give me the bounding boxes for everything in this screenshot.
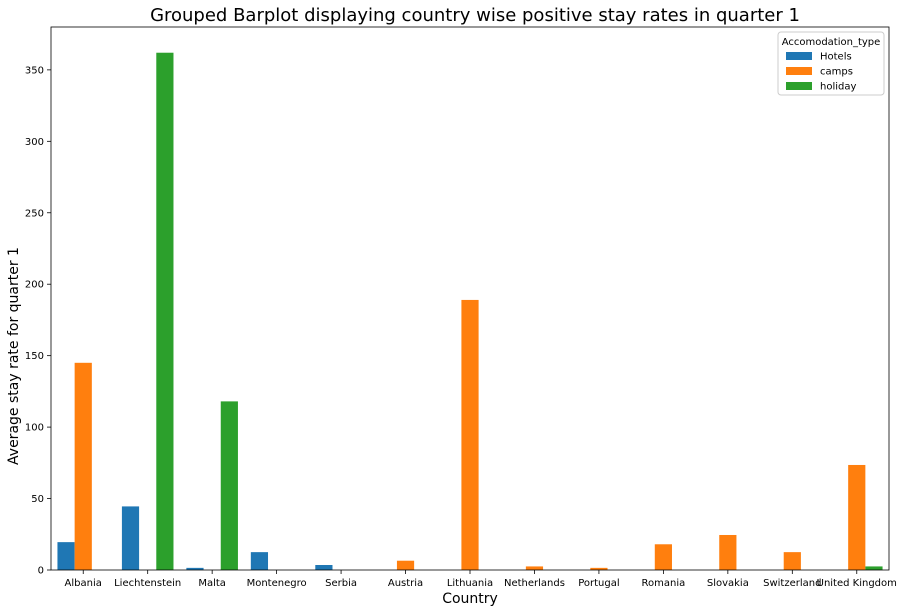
y-tick-label: 100 — [25, 423, 44, 434]
bar-camps-albania — [74, 362, 92, 570]
legend-box — [777, 31, 885, 96]
legend-label-camps: camps — [820, 67, 853, 78]
legend-label-holiday: holiday — [820, 82, 856, 93]
y-tick-label: 300 — [25, 137, 44, 148]
legend-swatch-holiday — [786, 82, 812, 90]
bar-hotels-montenegro — [250, 552, 269, 570]
x-axis-label: Country — [442, 591, 498, 607]
x-tick-label: Switzerland — [763, 578, 821, 589]
x-tick-label: Netherlands — [504, 578, 565, 589]
bar-holiday-united-kingdom — [865, 566, 883, 570]
bar-holiday-liechtenstein — [156, 52, 174, 571]
y-axis-label: Average stay rate for quarter 1 — [6, 247, 22, 465]
bar-camps-switzerland — [783, 552, 801, 570]
x-tick-label: Serbia — [325, 578, 357, 589]
bar-camps-lithuania — [461, 299, 479, 570]
plot-area: 0 50 100 150 200 250 300 350 Albania Liechtenstei… — [25, 26, 897, 589]
bar-camps-portugal — [590, 567, 608, 570]
x-tick-label: Lithuania — [447, 578, 493, 589]
legend-label-hotels: Hotels — [820, 52, 852, 63]
bar-camps-romania — [654, 544, 672, 570]
y-tick-label: 150 — [25, 351, 44, 362]
x-tick-label: Romania — [642, 578, 686, 589]
x-tick-label: United Kingdom — [817, 578, 897, 589]
bar-camps-austria — [396, 560, 415, 570]
x-tick-label: Albania — [65, 578, 102, 589]
x-tick-label: Liechtenstein — [114, 578, 181, 589]
bar-hotels-malta — [186, 567, 204, 570]
chart-title: Grouped Barplot displaying country wise … — [150, 5, 800, 26]
legend: Accomodation_type Hotels camps holiday — [777, 31, 885, 96]
bar-holiday-malta — [220, 401, 238, 570]
x-tick-label: Portugal — [578, 578, 619, 589]
legend-title: Accomodation_type — [782, 37, 881, 48]
y-tick-label: 200 — [25, 280, 44, 291]
y-tick-label: 250 — [25, 208, 44, 219]
y-tick-label: 50 — [31, 494, 44, 505]
bar-hotels-albania — [57, 542, 75, 570]
legend-swatch-hotels — [786, 52, 812, 60]
x-tick-label: Slovakia — [707, 578, 749, 589]
y-tick-label: 350 — [25, 65, 44, 76]
bar-hotels-serbia — [315, 565, 333, 570]
bar-hotels-liechtenstein — [121, 506, 140, 570]
x-tick-label: Austria — [388, 578, 423, 589]
bar-camps-netherlands — [525, 566, 544, 570]
x-tick-label: Malta — [198, 578, 226, 589]
bar-camps-united-kingdom — [848, 464, 866, 570]
y-tick-label: 0 — [38, 566, 44, 577]
bar-camps-slovakia — [719, 534, 737, 570]
legend-swatch-camps — [786, 67, 812, 75]
x-tick-label: Montenegro — [247, 578, 307, 589]
